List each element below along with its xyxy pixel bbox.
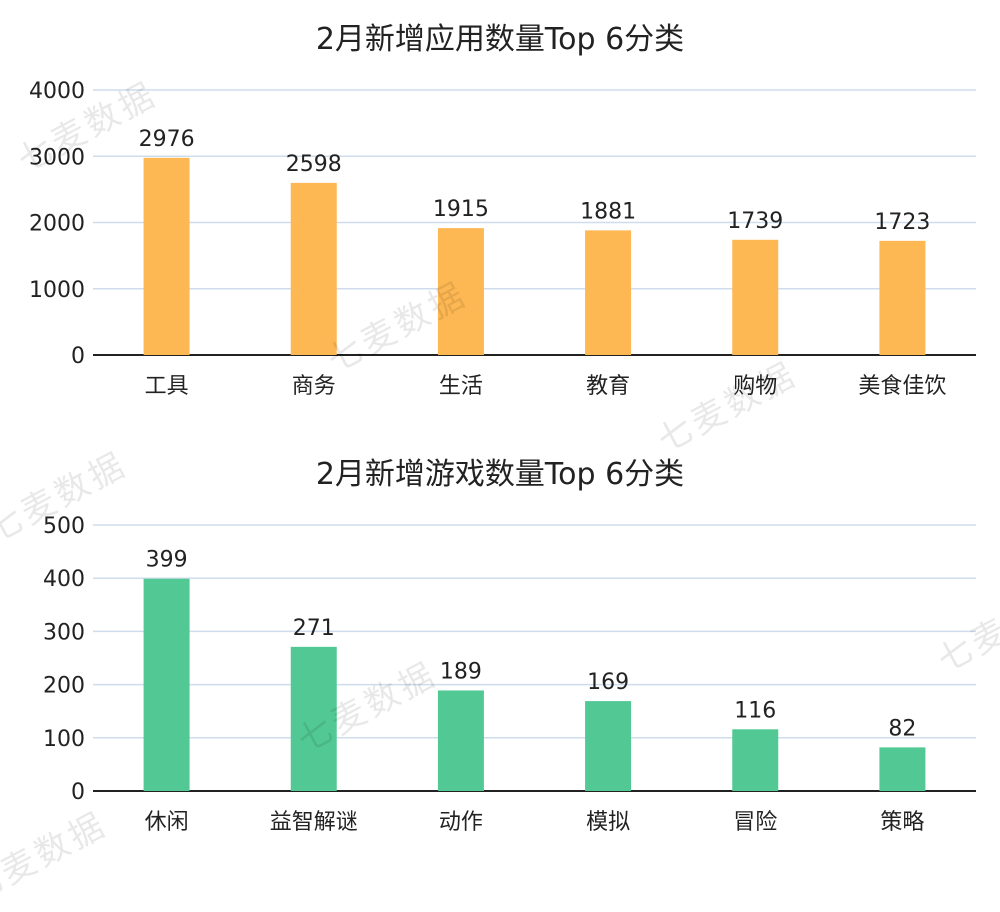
bar [585,230,632,355]
x-tick-label: 工具 [145,374,189,399]
bar [143,157,190,355]
data-label: 2598 [286,152,342,177]
x-tick-label: 教育 [586,374,630,399]
bar [437,690,484,791]
data-label: 1915 [433,197,489,222]
bar [879,747,926,791]
x-tick-label: 生活 [439,374,483,399]
y-tick-label: 2000 [29,212,85,237]
data-label: 1739 [727,209,783,234]
x-tick-label: 益智解谜 [270,810,358,835]
x-tick-label: 休闲 [145,810,189,835]
data-label: 169 [587,670,629,695]
chart-title: 2月新增游戏数量Top 6分类 [315,457,685,492]
bar [143,578,190,791]
data-label: 82 [888,716,916,741]
x-tick-label: 美食佳饮 [858,374,946,399]
data-label: 116 [734,698,776,723]
x-tick-label: 模拟 [586,810,630,835]
x-tick-label: 策略 [880,810,924,835]
y-tick-label: 400 [43,567,85,592]
x-tick-label: 动作 [439,810,483,835]
x-tick-label: 冒险 [733,810,777,835]
data-label: 2976 [139,127,195,152]
y-tick-label: 0 [71,344,85,369]
bottom-chart-svg: 0 100 200 300 400 500 399 休闲 271 益智解谜 189 动作 169 模拟 11… [43,514,976,835]
bottom-chart: 2月新增游戏数量Top 6分类 0 100 200 300 400 500 399 休闲 271… [0,435,1000,866]
y-tick-label: 500 [43,514,85,539]
x-tick-label: 购物 [733,374,777,399]
y-tick-label: 100 [43,727,85,752]
chart-title: 2月新增应用数量Top 6分类 [315,22,685,57]
data-label: 399 [146,548,188,573]
x-tick-label: 商务 [292,374,336,399]
y-tick-label: 300 [43,620,85,645]
bar [437,228,484,355]
bar [585,701,632,791]
bar [879,240,926,355]
data-label: 271 [293,616,335,641]
y-tick-label: 200 [43,674,85,699]
bar [290,182,337,355]
data-label: 1723 [874,210,930,235]
bar [732,729,779,791]
y-tick-label: 1000 [29,278,85,303]
y-tick-label: 4000 [29,79,85,104]
y-tick-label: 0 [71,780,85,805]
data-label: 189 [440,659,482,684]
bar [732,239,779,355]
y-tick-label: 3000 [29,145,85,170]
top-chart-svg: 0 1000 2000 3000 4000 2976 工具 2598 商务 1915 生活 1881 教… [29,79,976,399]
bar [290,646,337,791]
data-label: 1881 [580,199,636,224]
top-chart: 2月新增应用数量Top 6分类 0 1000 2000 3000 4000 2976 工具 2… [0,0,1000,430]
